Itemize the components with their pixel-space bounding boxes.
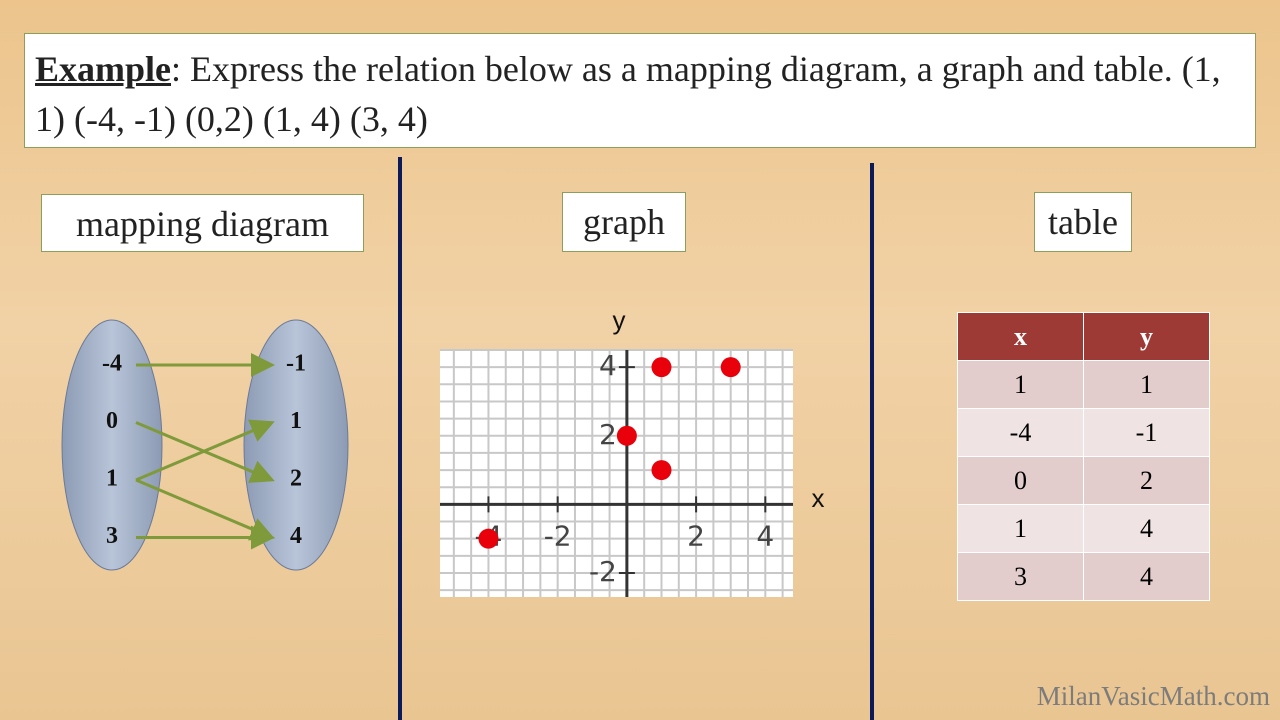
x-tick-label: 2 [687, 519, 705, 552]
range-label: 2 [290, 466, 302, 492]
domain-label: 0 [106, 408, 118, 434]
range-label: 1 [290, 408, 302, 434]
table: x y 1 1 -4 -1 0 2 1 4 3 4 [957, 312, 1210, 601]
x-axis-label: x [812, 483, 825, 513]
domain-label: -4 [102, 351, 122, 377]
mapping-arrow [135, 421, 275, 483]
table-cell: 3 [957, 552, 1084, 601]
mapping-arrow [135, 478, 275, 541]
range-label: 4 [290, 523, 302, 549]
domain-label: 3 [106, 523, 118, 549]
x-tick-label: 4 [756, 519, 774, 552]
point [720, 357, 741, 378]
table-row: -4 -1 [957, 408, 1210, 457]
y-axis-label: y [613, 305, 626, 335]
header: Example: Express the relation below as a… [24, 33, 1256, 148]
table-cell: 1 [1083, 360, 1210, 409]
range-oval [243, 319, 349, 571]
domain-oval [61, 319, 163, 571]
domain-label: 1 [106, 466, 118, 492]
table-header: y [1083, 312, 1210, 361]
y-tick-label: -2 [589, 555, 617, 588]
point [651, 460, 672, 481]
graph-title: graph [562, 192, 686, 252]
watermark: MilanVasicMath.com [1036, 681, 1270, 711]
mapping-title: mapping diagram [41, 194, 364, 252]
table-cell: 1 [957, 360, 1084, 409]
table-cell: 2 [1083, 456, 1210, 505]
table-cell: 0 [957, 456, 1084, 505]
table-cell: -1 [1083, 408, 1210, 457]
table-title: table [1034, 192, 1132, 252]
range-label: -1 [286, 351, 306, 377]
y-tick-label: 2 [599, 418, 617, 451]
table-cell: 1 [957, 504, 1084, 553]
x-tick-label: -2 [544, 519, 572, 552]
table-cell: 4 [1083, 504, 1210, 553]
header-label: Example [35, 49, 172, 89]
point [616, 425, 637, 446]
y-tick-label: 4 [599, 349, 617, 382]
header-text: : Express the relation below as a mappin… [35, 49, 1221, 139]
table-header: x [957, 312, 1084, 361]
point [478, 528, 499, 549]
table-cell: 4 [1083, 552, 1210, 601]
table-cell: -4 [957, 408, 1084, 457]
point [651, 357, 672, 378]
